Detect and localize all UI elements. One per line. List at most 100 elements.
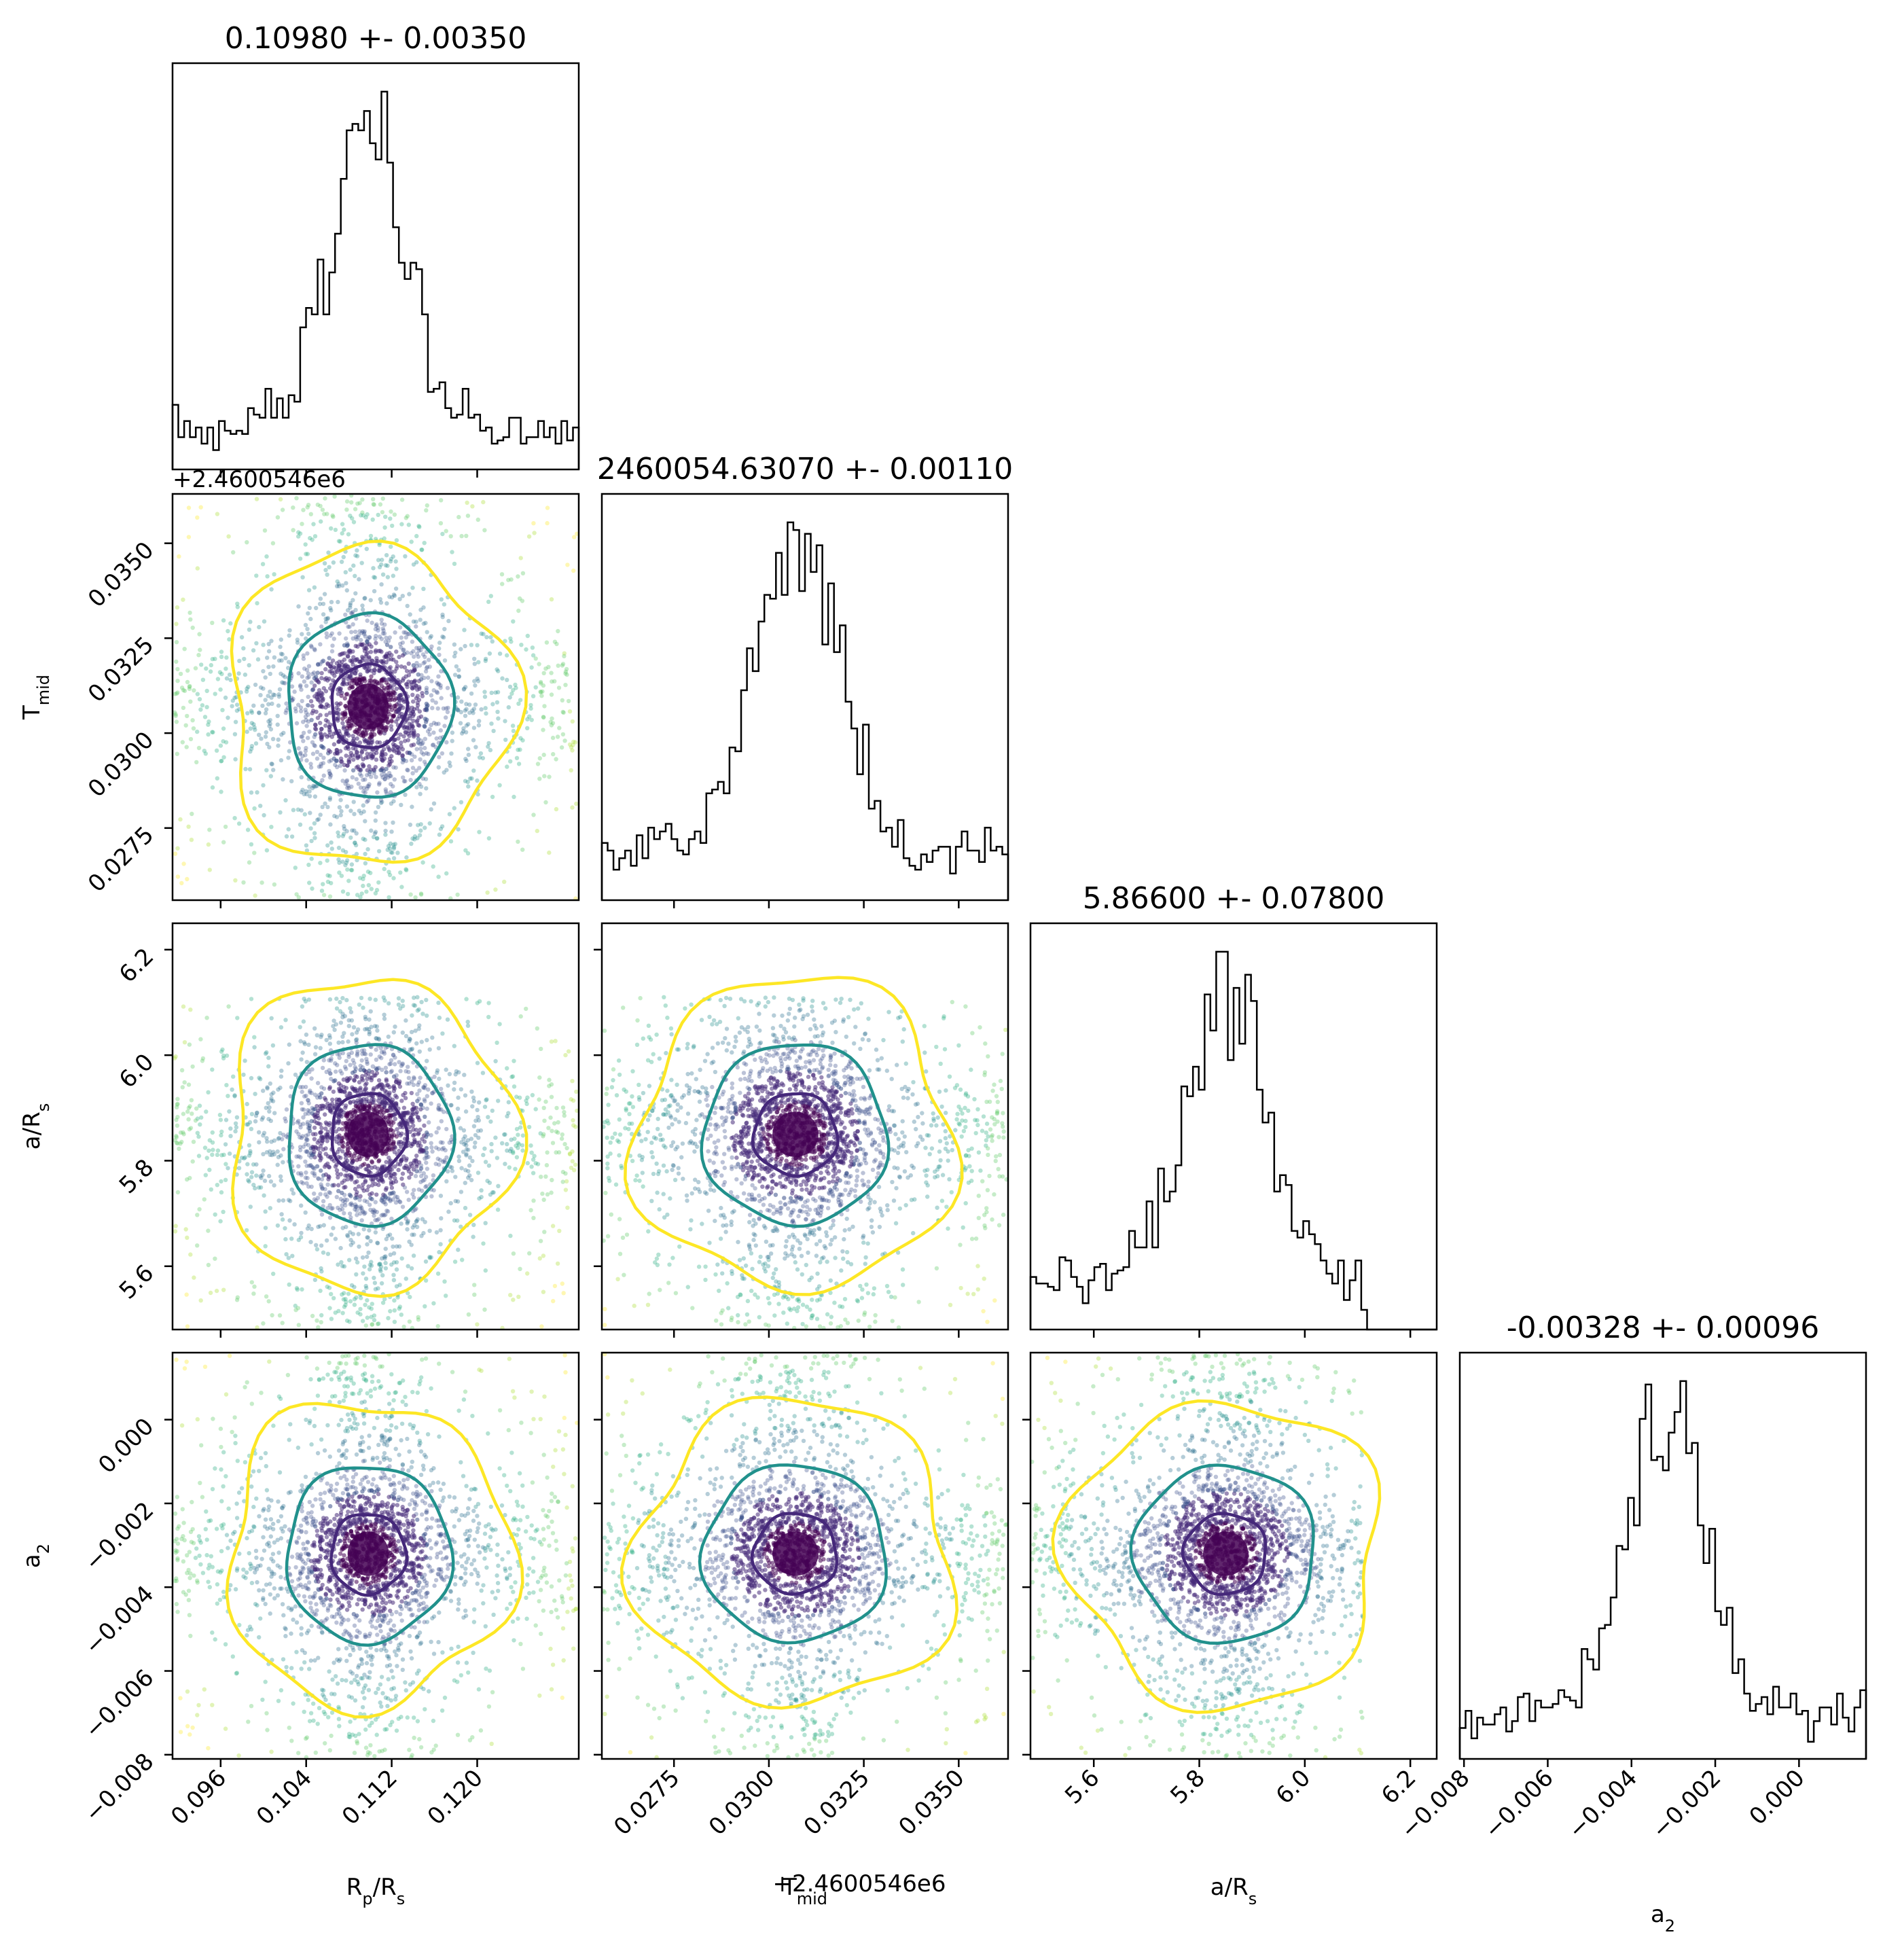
scatter-point xyxy=(322,1164,327,1169)
scatter-point xyxy=(465,500,469,505)
scatter-point xyxy=(463,685,468,690)
scatter-point xyxy=(531,1171,536,1175)
scatter-point xyxy=(322,592,327,596)
scatter-point xyxy=(772,1313,777,1318)
scatter-point xyxy=(463,1181,467,1186)
scatter-point xyxy=(574,801,579,806)
scatter-point xyxy=(370,1160,375,1165)
scatter-point xyxy=(384,601,389,606)
scatter-point xyxy=(207,1138,212,1143)
scatter-point xyxy=(562,651,567,656)
scatter-point xyxy=(408,822,413,827)
scatter-point xyxy=(344,1076,350,1081)
scatter-point xyxy=(210,620,215,625)
scatter-point xyxy=(531,521,536,526)
scatter-point xyxy=(425,1037,429,1043)
scatter-point xyxy=(338,813,343,818)
scatter-point xyxy=(387,1090,392,1095)
scatter-point xyxy=(303,1141,308,1147)
scatter-point xyxy=(319,519,323,524)
scatter-point xyxy=(524,647,528,652)
scatter-point xyxy=(416,1315,420,1320)
scatter-point xyxy=(502,1132,507,1137)
scatter-point xyxy=(363,851,367,857)
scatter-point xyxy=(419,750,424,755)
scatter-point xyxy=(283,675,287,679)
scatter-point xyxy=(390,523,395,529)
scatter-point xyxy=(391,1244,395,1249)
scatter-point xyxy=(488,635,493,640)
scatter-point xyxy=(290,698,295,703)
scatter-point xyxy=(175,1097,180,1101)
scatter-point xyxy=(334,996,339,1001)
scatter-point xyxy=(503,639,507,643)
scatter-point xyxy=(233,878,238,883)
scatter-point xyxy=(421,621,426,626)
scatter-point xyxy=(203,751,208,756)
scatter-point xyxy=(430,706,435,711)
scatter-point xyxy=(456,1158,462,1164)
scatter-point xyxy=(269,695,274,700)
scatter-point xyxy=(338,798,343,802)
scatter-point xyxy=(299,1057,304,1062)
scatter-point xyxy=(226,715,230,720)
scatter-point xyxy=(301,656,306,661)
scatter-point xyxy=(475,1061,480,1065)
density-core xyxy=(347,1111,389,1157)
scatter-point xyxy=(360,497,365,502)
scatter-point xyxy=(398,1139,404,1145)
scatter-point xyxy=(452,654,457,659)
scatter-point xyxy=(279,658,284,663)
scatter-point xyxy=(186,535,192,539)
scatter-point xyxy=(452,561,457,567)
scatter-point xyxy=(509,639,514,644)
scatter-point xyxy=(459,647,463,652)
scatter-point xyxy=(394,1267,399,1272)
scatter-point xyxy=(481,499,486,505)
scatter-point xyxy=(436,1000,441,1005)
scatter-point xyxy=(337,631,342,636)
scatter-point xyxy=(379,1050,384,1055)
scatter-point xyxy=(218,743,223,748)
scatter-point xyxy=(337,1055,342,1061)
scatter-point xyxy=(175,1141,180,1146)
scatter-point xyxy=(429,722,433,728)
scatter-point xyxy=(340,663,344,668)
scatter-point xyxy=(270,1043,276,1048)
scatter-point xyxy=(248,1205,253,1209)
scatter-point xyxy=(418,757,423,762)
scatter-point xyxy=(323,1187,327,1192)
scatter-point xyxy=(360,1101,365,1105)
scatter-point xyxy=(253,728,257,732)
scatter-point xyxy=(204,1109,209,1114)
scatter-point xyxy=(417,781,422,787)
scatter-point xyxy=(405,1227,410,1232)
scatter-point xyxy=(298,705,304,710)
scatter-point xyxy=(427,1047,432,1052)
scatter-point xyxy=(271,1150,276,1154)
scatter-point xyxy=(495,1156,500,1160)
scatter-point xyxy=(366,883,371,888)
scatter-point xyxy=(543,1174,548,1179)
scatter-point xyxy=(364,889,369,894)
scatter-point xyxy=(174,622,179,626)
scatter-point xyxy=(427,727,432,732)
scatter-point xyxy=(550,721,556,726)
scatter-point xyxy=(357,876,363,880)
scatter-point xyxy=(370,620,374,625)
scatter-point xyxy=(520,847,525,852)
scatter-point xyxy=(401,1105,407,1110)
scatter-point xyxy=(392,1308,397,1313)
scatter-point xyxy=(417,1140,422,1145)
scatter-point xyxy=(310,1132,316,1137)
scatter-point xyxy=(377,635,382,639)
scatter-point xyxy=(440,531,445,537)
scatter-point xyxy=(226,628,230,634)
scatter-point xyxy=(292,690,297,694)
scatter-point xyxy=(355,736,359,741)
scatter-point xyxy=(424,786,429,791)
scatter-point xyxy=(340,583,345,588)
scatter-point xyxy=(235,601,240,606)
scatter-point xyxy=(463,1109,469,1114)
scatter-point xyxy=(334,1006,340,1011)
